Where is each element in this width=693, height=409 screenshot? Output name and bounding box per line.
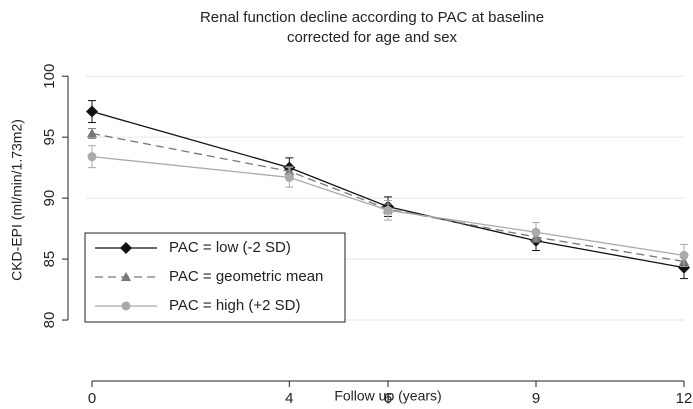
x-tick-label: 6 bbox=[384, 390, 392, 407]
y-axis-label: CKD-EPI (ml/min/1.73m2) bbox=[9, 119, 25, 281]
legend-label: PAC = geometric mean bbox=[169, 268, 323, 285]
chart-title: Renal function decline according to PAC … bbox=[200, 9, 544, 26]
x-tick-label: 9 bbox=[532, 390, 540, 407]
marker bbox=[86, 105, 98, 118]
marker bbox=[383, 205, 393, 215]
marker bbox=[120, 242, 132, 254]
y-tick-label: 80 bbox=[41, 312, 58, 329]
marker bbox=[121, 272, 131, 281]
y-tick-label: 85 bbox=[41, 251, 58, 268]
marker bbox=[531, 227, 541, 237]
y-tick-label: 95 bbox=[41, 129, 58, 146]
y-tick-label: 100 bbox=[41, 64, 58, 89]
legend-label: PAC = low (-2 SD) bbox=[169, 239, 291, 256]
legend-label: PAC = high (+2 SD) bbox=[169, 297, 300, 314]
x-tick-label: 4 bbox=[285, 390, 293, 407]
marker bbox=[121, 301, 131, 311]
x-tick-label: 12 bbox=[676, 390, 693, 407]
chart-title: corrected for age and sex bbox=[287, 29, 458, 46]
marker bbox=[284, 172, 294, 182]
x-axis-label: Follow up (years) bbox=[334, 388, 441, 404]
x-tick-label: 0 bbox=[88, 390, 96, 407]
marker bbox=[87, 128, 97, 138]
marker bbox=[87, 152, 97, 162]
marker bbox=[679, 250, 689, 260]
y-tick-label: 90 bbox=[41, 190, 58, 207]
